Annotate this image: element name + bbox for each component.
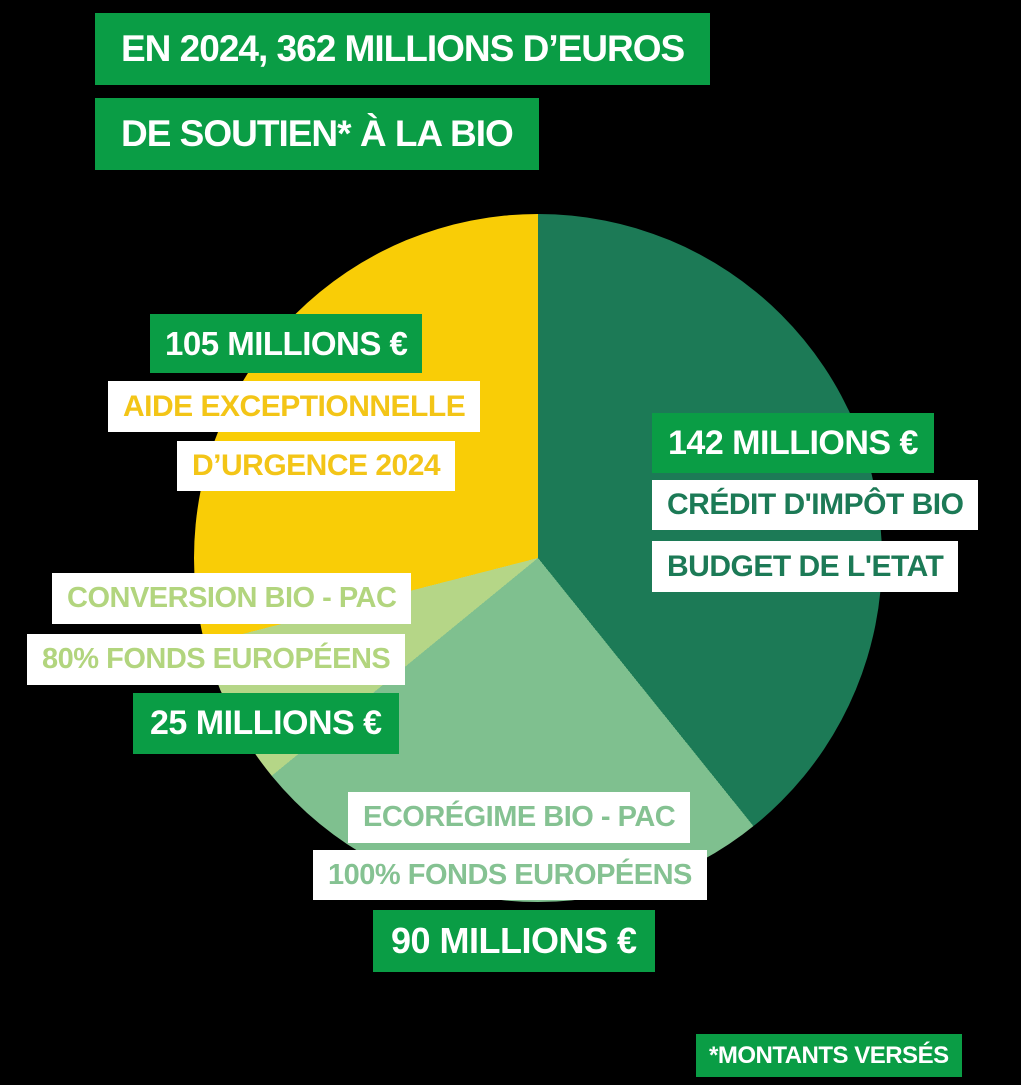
page-title-line-2: DE SOUTIEN* À LA BIO <box>95 98 539 170</box>
ecoregime-label-line-1: ECORÉGIME BIO - PAC <box>348 792 691 843</box>
conversion-label-line-1: CONVERSION BIO - PAC <box>52 573 412 624</box>
ecoregime-value-badge: 90 MILLIONS € <box>373 910 655 972</box>
conversion-value-badge: 25 MILLIONS € <box>133 693 399 754</box>
aide-value-badge: 105 MILLIONS € <box>150 314 423 373</box>
aide-label-line-2: D’URGENCE 2024 <box>177 441 456 491</box>
conversion-label-line-2: 80% FONDS EUROPÉENS <box>27 634 406 685</box>
aide-label-line-1: AIDE EXCEPTIONNELLE <box>108 381 481 432</box>
credit-impot-label-line-2: BUDGET DE L'ETAT <box>652 541 959 592</box>
credit-impot-label-line-1: CRÉDIT D'IMPÔT BIO <box>652 480 979 530</box>
ecoregime-label-line-2: 100% FONDS EUROPÉENS <box>313 850 707 900</box>
page-title-line-1: EN 2024, 362 MILLIONS D’EUROS <box>95 13 711 85</box>
footnote-badge: *MONTANTS VERSÉS <box>696 1034 962 1077</box>
credit-impot-value-badge: 142 MILLIONS € <box>652 413 934 473</box>
